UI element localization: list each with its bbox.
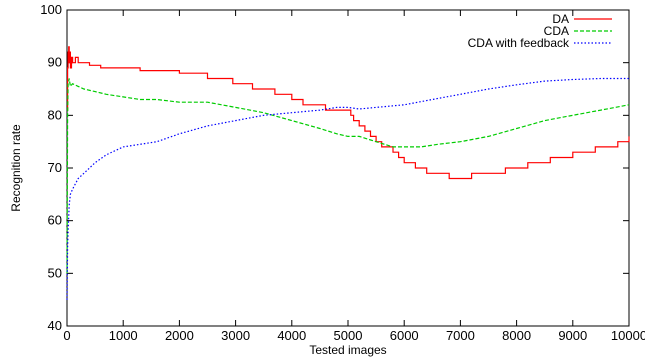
tick-labels-layer: 0 1000 2000 3000 4000 5000 6000 7000 8000 9000 100… xyxy=(40,2,645,343)
x-tick-label: 4000 xyxy=(277,328,306,343)
x-tick-label: 7000 xyxy=(446,328,475,343)
y-tick-label: 80 xyxy=(48,107,62,122)
x-tick-label: 5000 xyxy=(334,328,363,343)
series-line-3 xyxy=(66,77,629,300)
y-tick-label: 50 xyxy=(48,265,62,280)
x-tick-label: 8000 xyxy=(502,328,531,343)
x-tick-label: 0 xyxy=(63,328,70,343)
series-line-2 xyxy=(66,78,630,274)
legend-label: CDA xyxy=(544,24,569,38)
y-tick-label: 70 xyxy=(48,160,62,175)
y-tick-label: 100 xyxy=(40,2,62,17)
x-tick-label: 10000 xyxy=(611,328,645,343)
series-line-1 xyxy=(67,46,630,180)
series-layer xyxy=(66,46,630,300)
x-tick-label: 2000 xyxy=(165,328,194,343)
x-axis-label: Tested images xyxy=(309,343,386,357)
y-tick-label: 90 xyxy=(48,55,62,70)
x-tick-label: 3000 xyxy=(221,328,250,343)
x-tick-label: 1000 xyxy=(109,328,138,343)
x-tick-label: 6000 xyxy=(390,328,419,343)
y-tick-label: 40 xyxy=(48,318,62,333)
legend-label: DA xyxy=(552,12,569,26)
ticks-layer xyxy=(66,9,630,327)
legend-label: CDA with feedback xyxy=(468,36,570,50)
plot-frame xyxy=(66,9,630,327)
x-tick-label: 9000 xyxy=(558,328,587,343)
y-tick-label: 60 xyxy=(48,213,62,228)
y-axis-label: Recognition rate xyxy=(9,124,23,212)
